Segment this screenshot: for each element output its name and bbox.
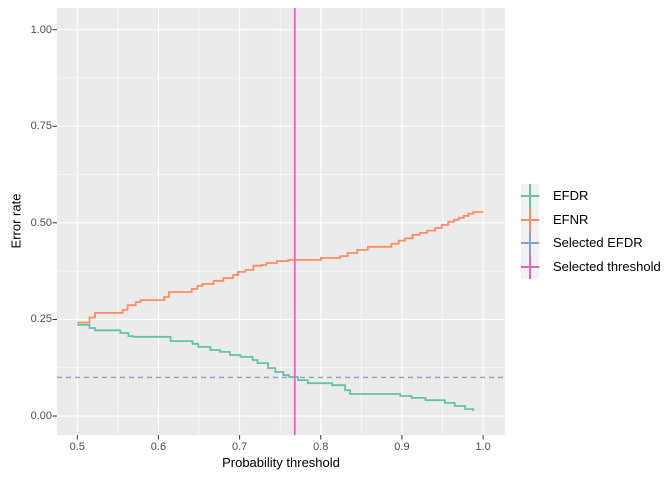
legend-label-efnr: EFNR xyxy=(553,211,589,227)
y-tick-label-3: 0.75 xyxy=(30,120,52,133)
legend-label-efdr: EFDR xyxy=(553,188,589,203)
legend-row-selected-efdr: Selected EFDR xyxy=(521,231,661,256)
y-tick-label-2: 0.50 xyxy=(30,216,52,229)
efdr-line xyxy=(77,324,475,411)
x-tick-label-5: 1.0 xyxy=(475,441,491,453)
efdr-cross-key-icon xyxy=(521,184,539,208)
y-tick-label-0: 0.00 xyxy=(30,410,52,423)
legend-row-selected-threshold: Selected threshold xyxy=(521,255,661,279)
x-tick-label-2: 0.7 xyxy=(231,441,248,453)
x-tick-label-0: 0.5 xyxy=(69,441,85,453)
x-tick-label-3: 0.8 xyxy=(313,441,329,453)
efnr-cross-key-icon xyxy=(521,207,539,232)
x-axis-title: Probability threshold xyxy=(222,455,340,470)
selected-efdr-cross-key-icon xyxy=(521,231,539,256)
x-tick-label-4: 0.9 xyxy=(394,441,410,453)
x-tick-label-1: 0.6 xyxy=(150,441,167,453)
efnr-line xyxy=(77,211,484,324)
plot-panel xyxy=(57,8,505,435)
y-tick-label-4: 1.00 xyxy=(30,23,52,36)
legend: EFDR EFNR Selected EFDR Selected thresho… xyxy=(521,184,661,279)
legend-label-selected-threshold: Selected threshold xyxy=(553,259,661,275)
legend-label-selected-efdr: Selected EFDR xyxy=(553,235,643,251)
y-axis-title: Error rate xyxy=(8,193,24,249)
legend-row-efnr: EFNR xyxy=(521,207,661,232)
selected-threshold-cross-key-icon xyxy=(521,255,539,279)
y-tick-label-1: 0.25 xyxy=(30,313,52,326)
legend-row-efdr: EFDR xyxy=(521,184,661,208)
